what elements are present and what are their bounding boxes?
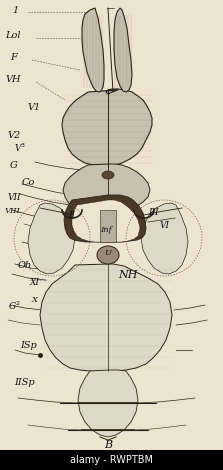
Text: alamy - RWPTBM: alamy - RWPTBM (70, 455, 153, 465)
Text: V1: V1 (28, 103, 41, 112)
Text: III: III (148, 208, 159, 217)
Text: B: B (104, 440, 112, 450)
Polygon shape (141, 203, 188, 274)
Text: V$^3$: V$^3$ (14, 141, 26, 154)
Polygon shape (78, 370, 138, 437)
Polygon shape (72, 200, 140, 242)
Text: Lol: Lol (5, 31, 21, 40)
Text: VII: VII (8, 193, 21, 202)
Text: F: F (10, 53, 17, 62)
Text: VI: VI (160, 221, 170, 230)
Text: VIII: VIII (5, 207, 21, 215)
Polygon shape (40, 264, 172, 371)
Polygon shape (62, 89, 152, 166)
Polygon shape (82, 8, 104, 92)
Text: Inf: Inf (100, 226, 112, 234)
Text: VH: VH (5, 75, 21, 84)
Polygon shape (100, 210, 116, 242)
Ellipse shape (97, 246, 119, 264)
Text: II: II (68, 211, 75, 220)
Text: G: G (10, 161, 18, 170)
Polygon shape (28, 203, 75, 274)
Text: IISp: IISp (14, 378, 35, 387)
Bar (0, 450, 223, 470)
Text: Oh: Oh (18, 261, 32, 270)
Text: Co: Co (22, 178, 35, 187)
Polygon shape (64, 195, 146, 242)
Text: U: U (104, 249, 111, 257)
Text: ISp: ISp (20, 341, 37, 350)
Text: XI: XI (30, 278, 40, 287)
Text: NH: NH (118, 270, 138, 280)
Text: G$^2$: G$^2$ (8, 299, 21, 312)
Text: 1: 1 (12, 6, 18, 15)
Polygon shape (63, 164, 150, 210)
Polygon shape (114, 8, 132, 92)
Text: X: X (32, 296, 38, 304)
Text: V2: V2 (8, 131, 21, 140)
Ellipse shape (102, 171, 114, 179)
